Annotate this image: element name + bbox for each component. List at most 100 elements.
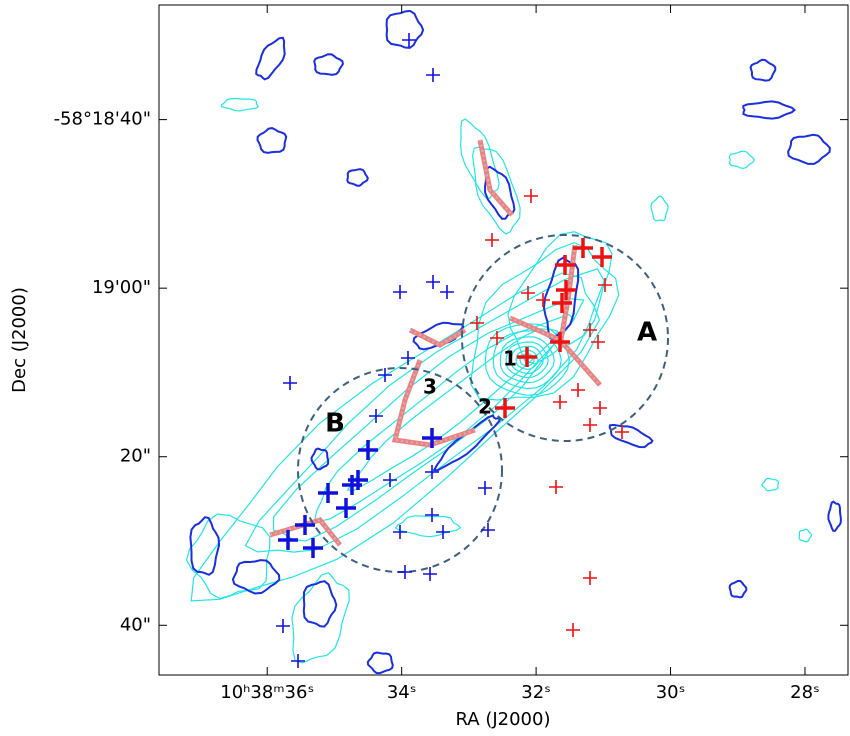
contour	[499, 336, 555, 384]
contour	[749, 58, 777, 82]
source-marker	[358, 440, 378, 460]
contour	[650, 195, 669, 222]
contour	[313, 313, 576, 523]
y-axis-label: Dec (J2000)	[9, 287, 30, 393]
source-marker	[393, 525, 407, 539]
x-tick-label: 30ˢ	[656, 682, 686, 703]
contour	[728, 579, 748, 599]
contour	[742, 100, 797, 120]
source-marker	[402, 33, 416, 47]
annotation: 3	[423, 375, 437, 399]
contour	[827, 500, 842, 532]
plot-frame	[158, 4, 849, 676]
source-marker	[573, 238, 593, 258]
source-marker	[549, 480, 563, 494]
source-marker	[583, 323, 597, 337]
source-marker	[524, 189, 538, 203]
source-marker	[383, 473, 397, 487]
source-marker	[276, 619, 290, 633]
contour	[470, 241, 620, 401]
source-marker	[440, 285, 454, 299]
source-marker	[536, 293, 550, 307]
contour	[256, 127, 288, 154]
source-marker	[583, 571, 597, 585]
source-marker	[553, 395, 567, 409]
annotation: 2	[478, 395, 492, 419]
source-marker	[291, 654, 305, 668]
y-tick-label: 19'00"	[92, 277, 151, 298]
source-marker	[426, 68, 440, 82]
source-marker	[283, 376, 297, 390]
source-marker	[423, 567, 437, 581]
source-marker	[485, 233, 499, 247]
source-marker	[342, 475, 362, 495]
source-marker	[393, 285, 407, 299]
contour	[385, 9, 425, 49]
contour	[394, 515, 462, 538]
filament-dash	[559, 244, 576, 346]
region	[297, 367, 503, 573]
source-marker	[336, 498, 356, 518]
contour	[728, 150, 755, 170]
source-marker	[615, 425, 629, 439]
source-marker	[583, 418, 597, 432]
contour	[608, 423, 654, 449]
contour	[346, 328, 559, 492]
contour	[291, 572, 350, 664]
source-marker	[436, 525, 450, 539]
y-tick-label: 40"	[120, 614, 151, 635]
source-marker	[591, 335, 605, 349]
source-marker	[303, 538, 323, 558]
source-marker	[593, 401, 607, 415]
contour	[231, 559, 281, 595]
y-tick-label: 20"	[120, 446, 151, 467]
contour	[255, 36, 286, 81]
contour	[220, 97, 260, 112]
contour	[787, 133, 831, 165]
contour	[505, 341, 549, 379]
contour	[272, 298, 585, 542]
source-marker	[318, 483, 338, 503]
x-tick-label: 28ˢ	[790, 682, 820, 703]
source-marker	[495, 398, 515, 418]
source-marker	[378, 368, 392, 382]
contour	[346, 168, 369, 187]
filament-dash	[409, 329, 466, 347]
contour	[185, 513, 271, 600]
contour	[310, 447, 330, 471]
contour	[302, 580, 338, 628]
contour	[189, 516, 221, 576]
y-tick-label: -58°18'40"	[54, 109, 151, 130]
source-marker	[490, 331, 504, 345]
image-layer	[185, 9, 842, 675]
source-marker	[555, 255, 575, 275]
contour	[366, 651, 394, 675]
contour	[761, 477, 779, 492]
region	[461, 234, 669, 442]
source-marker	[478, 481, 492, 495]
source-marker	[550, 332, 570, 352]
contour	[798, 528, 813, 543]
annotation: B	[325, 409, 345, 439]
source-marker	[556, 280, 576, 300]
source-marker	[521, 286, 535, 300]
source-marker	[426, 275, 440, 289]
source-marker	[552, 293, 572, 313]
source-marker	[571, 383, 585, 397]
x-tick-label: 34ˢ	[387, 682, 417, 703]
contour	[432, 414, 501, 472]
source-marker	[425, 508, 439, 522]
x-tick-label: 32ˢ	[521, 682, 551, 703]
x-axis-label: RA (J2000)	[456, 709, 551, 730]
x-tick-label: 10ʰ38ᵐ36ˢ	[220, 682, 314, 703]
contour	[510, 345, 544, 375]
source-marker	[566, 623, 580, 637]
source-marker	[278, 530, 298, 550]
source-marker	[295, 515, 315, 535]
annotation: A	[637, 318, 657, 348]
contour	[519, 353, 535, 367]
source-marker	[481, 523, 495, 537]
source-marker	[470, 316, 484, 330]
source-marker	[598, 278, 612, 292]
